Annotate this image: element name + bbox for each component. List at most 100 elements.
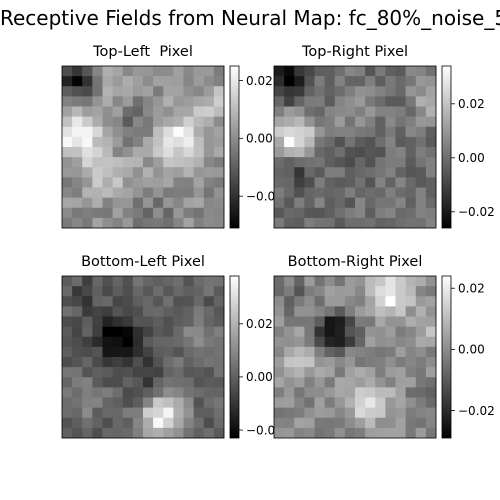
heatmap-cell bbox=[72, 306, 83, 317]
heatmap-cell bbox=[365, 346, 376, 358]
heatmap-cell bbox=[102, 126, 113, 138]
heatmap-cell bbox=[143, 177, 154, 188]
heatmap-cell bbox=[62, 116, 73, 128]
heatmap-cell bbox=[294, 217, 305, 229]
heatmap-cell bbox=[102, 316, 113, 327]
heatmap-cell bbox=[304, 377, 315, 388]
heatmap-cell bbox=[92, 157, 103, 168]
heatmap-cell bbox=[324, 66, 336, 77]
heatmap-cell bbox=[334, 306, 346, 317]
heatmap-cell bbox=[415, 167, 427, 178]
heatmap-cell bbox=[112, 276, 124, 287]
heatmap-cell bbox=[314, 427, 325, 439]
heatmap-cell bbox=[102, 167, 113, 178]
heatmap-cell bbox=[304, 286, 315, 297]
heatmap-cell bbox=[112, 126, 124, 138]
heatmap-cell bbox=[294, 336, 305, 348]
heatmap-cell bbox=[193, 407, 205, 419]
heatmap-cell bbox=[425, 346, 437, 358]
heatmap-cell bbox=[203, 336, 215, 348]
heatmap-cell bbox=[132, 96, 144, 107]
heatmap-cell bbox=[375, 316, 386, 327]
heatmap-cell bbox=[304, 207, 315, 219]
heatmap-cell bbox=[344, 326, 356, 338]
heatmap-cell bbox=[183, 167, 194, 178]
heatmap-cell bbox=[92, 427, 103, 439]
heatmap-cell bbox=[203, 126, 215, 138]
heatmap-cell bbox=[163, 177, 174, 188]
heatmap-cell bbox=[274, 296, 285, 307]
heatmap-cell bbox=[425, 296, 437, 307]
heatmap-cell bbox=[365, 187, 376, 198]
heatmap-cell bbox=[82, 147, 93, 158]
heatmap-cell bbox=[314, 336, 325, 348]
heatmap-cell bbox=[334, 336, 346, 348]
heatmap-cell bbox=[284, 326, 295, 338]
heatmap-cell bbox=[375, 346, 386, 358]
heatmap-cell bbox=[344, 177, 356, 188]
heatmap-cell bbox=[62, 286, 73, 297]
heatmap-cell bbox=[355, 417, 366, 429]
heatmap-cell bbox=[405, 357, 417, 368]
heatmap-cell bbox=[344, 306, 356, 317]
heatmap-cell bbox=[304, 187, 315, 198]
heatmap-cell bbox=[294, 276, 305, 287]
heatmap-cell bbox=[163, 86, 174, 97]
heatmap-cell bbox=[72, 357, 83, 368]
heatmap-cell bbox=[334, 316, 346, 327]
heatmap-cell bbox=[143, 106, 154, 117]
heatmap-cell bbox=[274, 76, 285, 87]
heatmap-cell bbox=[405, 96, 417, 107]
heatmap-cell bbox=[203, 306, 215, 317]
heatmap-cell bbox=[122, 316, 134, 327]
heatmap-cell bbox=[314, 306, 325, 317]
heatmap-cell bbox=[82, 367, 93, 378]
heatmap-cell bbox=[415, 207, 427, 219]
heatmap-cell bbox=[132, 167, 144, 178]
heatmap-cell bbox=[415, 106, 427, 117]
colorbar bbox=[229, 65, 240, 229]
heatmap-cell bbox=[385, 276, 396, 287]
heatmap-cell bbox=[375, 417, 386, 429]
heatmap-cell bbox=[405, 187, 417, 198]
heatmap-cell bbox=[153, 326, 164, 338]
heatmap-cell bbox=[294, 76, 305, 87]
heatmap-cell bbox=[405, 167, 417, 178]
heatmap-cell bbox=[375, 147, 386, 158]
colorbar-tick-label: 0.00 bbox=[246, 132, 273, 146]
heatmap-cell bbox=[102, 86, 113, 97]
heatmap-cell bbox=[344, 397, 356, 408]
heatmap-cell bbox=[62, 96, 73, 107]
heatmap-cell bbox=[62, 357, 73, 368]
heatmap-cell bbox=[163, 407, 174, 419]
heatmap-cell bbox=[324, 387, 336, 398]
heatmap-cell bbox=[355, 96, 366, 107]
heatmap-cell bbox=[304, 96, 315, 107]
heatmap-cell bbox=[122, 286, 134, 297]
heatmap-cell bbox=[153, 417, 164, 429]
heatmap-cell bbox=[365, 357, 376, 368]
heatmap-cell bbox=[173, 296, 184, 307]
heatmap-cell bbox=[405, 106, 417, 117]
heatmap-cell bbox=[163, 306, 174, 317]
heatmap-cell bbox=[314, 197, 325, 209]
heatmap-cell bbox=[72, 116, 83, 128]
heatmap-cell bbox=[173, 357, 184, 368]
heatmap-cell bbox=[112, 387, 124, 398]
heatmap-cell bbox=[355, 346, 366, 358]
heatmap-cell bbox=[173, 207, 184, 219]
heatmap-cell bbox=[82, 377, 93, 388]
heatmap-cell bbox=[112, 336, 124, 348]
heatmap-cell bbox=[92, 207, 103, 219]
heatmap-cell bbox=[324, 106, 336, 117]
heatmap-cell bbox=[203, 367, 215, 378]
heatmap-cell bbox=[153, 367, 164, 378]
heatmap-cell bbox=[62, 306, 73, 317]
colorbar-tick-label: −0.02 bbox=[458, 404, 495, 418]
heatmap-cell bbox=[143, 306, 154, 317]
heatmap-cell bbox=[274, 136, 285, 148]
heatmap-cell bbox=[405, 367, 417, 378]
heatmap-cell bbox=[153, 387, 164, 398]
heatmap-cell bbox=[92, 167, 103, 178]
heatmap-cell bbox=[385, 367, 396, 378]
